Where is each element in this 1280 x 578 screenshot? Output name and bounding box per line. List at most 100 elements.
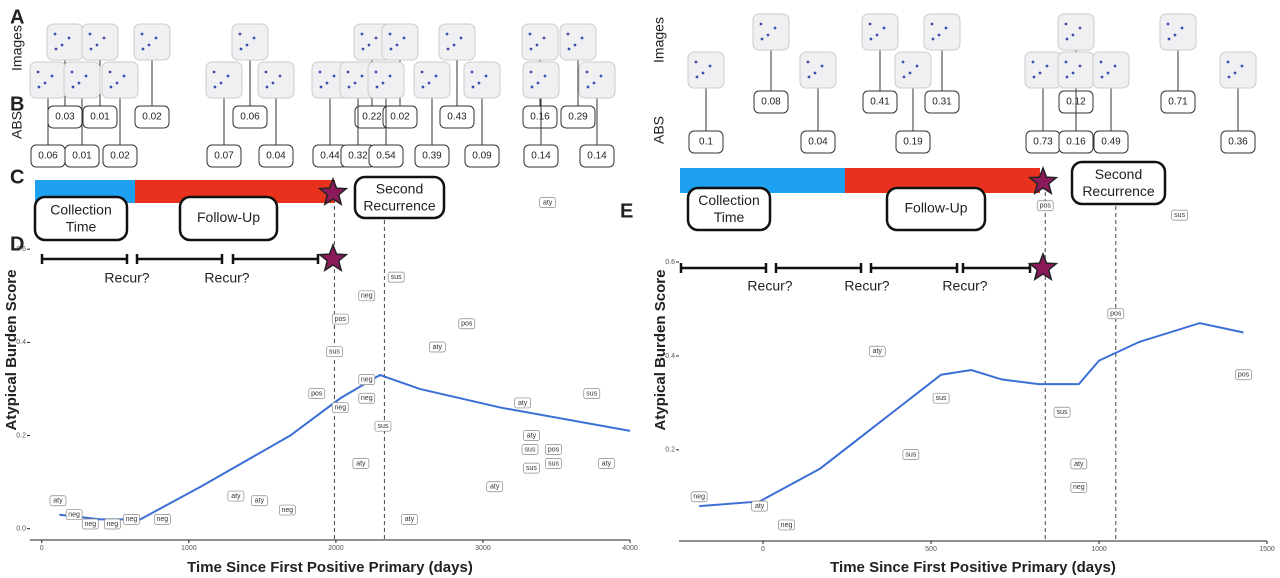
point xyxy=(539,197,556,208)
point xyxy=(331,313,349,325)
abs-value: 0.03 xyxy=(55,112,75,123)
y-tick-label: 0.2 xyxy=(16,432,26,439)
abs-value: 0.04 xyxy=(266,151,286,162)
point-label: neg xyxy=(781,522,793,529)
image-dot xyxy=(375,85,379,89)
image-dot xyxy=(264,70,268,74)
image-dot xyxy=(915,64,919,68)
collection-label-line: Collection xyxy=(698,192,759,208)
image-dot xyxy=(760,37,764,41)
abs-box xyxy=(1093,130,1129,154)
image-dot xyxy=(1031,60,1035,64)
point xyxy=(583,388,601,399)
point-label: aty xyxy=(755,503,765,510)
image-thumb xyxy=(413,61,451,99)
image-dot xyxy=(944,26,948,30)
x-tick-label: 2000 xyxy=(328,545,344,552)
image-thumb xyxy=(29,61,67,99)
second-recurrence-label-line: Recurrence xyxy=(363,197,436,213)
image-dot xyxy=(395,43,399,47)
image-dot xyxy=(573,43,577,47)
image-dot xyxy=(109,85,113,89)
point-label: sus xyxy=(525,446,536,453)
image-dot xyxy=(318,70,322,74)
point xyxy=(1070,482,1088,493)
abs-value: 0.22 xyxy=(362,112,382,123)
point xyxy=(458,318,476,330)
point xyxy=(123,514,140,525)
abs-value: 0.14 xyxy=(531,151,551,162)
follow-up-label-box xyxy=(885,186,987,232)
abs-value: 0.16 xyxy=(1066,137,1086,148)
image-dot xyxy=(389,47,393,51)
image-dot xyxy=(420,70,424,74)
star xyxy=(317,242,349,273)
abs-box xyxy=(579,144,615,168)
abs-value: 0.02 xyxy=(390,112,410,123)
image-thumb xyxy=(861,13,899,51)
abs-box xyxy=(924,90,960,114)
image-dot xyxy=(147,43,151,47)
x-tick-label: 1000 xyxy=(181,545,197,552)
image-dot xyxy=(528,32,532,36)
collection-label-line: Time xyxy=(66,218,97,234)
point-label: sus xyxy=(1057,409,1068,416)
abs-value: 0.31 xyxy=(932,97,952,108)
point-label: neg xyxy=(107,521,119,528)
abs-box xyxy=(206,144,242,168)
image-dot xyxy=(353,81,357,85)
image-dot xyxy=(332,74,336,78)
point-label: neg xyxy=(361,293,373,300)
image-thumb xyxy=(1024,51,1062,89)
image-dot xyxy=(695,75,699,79)
image-dot xyxy=(535,43,539,47)
row-label: Images xyxy=(651,17,667,63)
image-dot xyxy=(213,85,217,89)
point xyxy=(227,490,245,502)
abs-box xyxy=(382,105,418,129)
abs-value: 0.01 xyxy=(72,151,92,162)
point-label: neg xyxy=(1073,484,1085,491)
image-thumb xyxy=(1057,13,1095,51)
image-dot xyxy=(50,74,54,78)
image-dot xyxy=(1038,71,1042,75)
second-recurrence-label-line: Second xyxy=(1095,166,1142,182)
point-label: sus xyxy=(905,451,916,458)
image-dot xyxy=(374,36,378,40)
image-dot xyxy=(813,71,817,75)
abs-box xyxy=(1058,130,1094,154)
image-thumb xyxy=(367,61,405,99)
image-dot xyxy=(245,43,249,47)
abs-box xyxy=(102,144,138,168)
image-thumb xyxy=(1159,13,1197,51)
follow-up-label-box xyxy=(178,195,279,242)
image-dot xyxy=(931,37,935,41)
point xyxy=(65,509,83,521)
abs-value: 0.43 xyxy=(447,112,467,123)
image-thumb xyxy=(799,51,837,89)
image-dot xyxy=(95,43,99,47)
image-dot xyxy=(60,43,64,47)
follow-up-label: Follow-Up xyxy=(197,209,260,225)
point-label: neg xyxy=(693,494,705,501)
image-dot xyxy=(67,36,71,40)
abs-value: 0.54 xyxy=(376,151,396,162)
abs-box xyxy=(134,105,170,129)
recur-label: Recur? xyxy=(942,278,987,294)
collection-label-line: Collection xyxy=(50,201,111,217)
image-dot xyxy=(446,47,450,51)
row-label: Images xyxy=(9,25,25,71)
point xyxy=(1036,200,1054,212)
image-thumb xyxy=(101,61,139,99)
point-label: pos xyxy=(1110,311,1122,318)
abs-value: 0.44 xyxy=(320,151,340,162)
point-label: pos xyxy=(461,321,473,328)
point xyxy=(154,514,171,525)
point-label: aty xyxy=(490,484,500,491)
point xyxy=(545,444,562,455)
image-dot xyxy=(402,36,406,40)
abs-value: 0.06 xyxy=(38,151,58,162)
image-dot xyxy=(1032,75,1036,79)
trend-line xyxy=(59,373,631,521)
point-label: neg xyxy=(334,404,346,411)
